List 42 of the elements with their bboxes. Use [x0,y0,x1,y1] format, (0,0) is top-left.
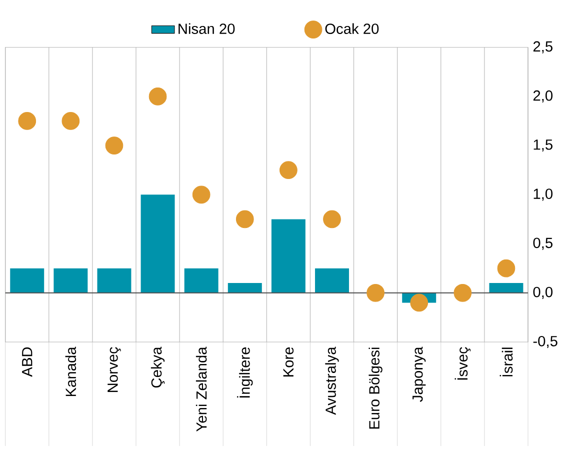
x-tick-label: Kanada [65,346,76,396]
bar [10,268,44,293]
point [148,88,167,106]
point [410,294,428,312]
point [62,112,80,130]
x-tick-label: Japonya [412,346,426,402]
x-tick-label: İsveç [454,347,471,380]
x-tick-label: Euro Bölgesi [368,348,382,429]
x-tick-label: Norveç [108,347,121,392]
point [192,186,210,204]
y-tick-label: 0,5 [533,238,552,250]
y-tick-label: 0,0 [533,286,553,299]
point [323,210,341,228]
bar [271,219,306,293]
y-tick-label: 2,5 [533,41,552,54]
point [236,210,254,228]
y-tick-label: 1,0 [534,188,553,201]
x-tick-label: Çekya [150,346,165,388]
bar [97,268,132,293]
x-tick-label: ABD [22,347,32,377]
x-tick-label: Avustralya [325,346,339,415]
point [454,284,472,302]
x-tick-label: İsrail [500,348,513,376]
point [105,136,124,154]
bar [54,268,88,293]
x-tick-label: Yeni Zelanda [196,346,207,432]
x-tick-label: Kore [283,347,294,376]
y-tick-label: -0,5 [533,336,558,348]
bar [140,194,175,293]
point [497,259,516,278]
y-tick-label: 2,0 [533,90,553,103]
bar [315,268,349,293]
bar [184,268,218,293]
point [18,112,36,130]
point [280,161,298,180]
legend-label: Ocak 20 [325,23,379,34]
y-tick-label: 1,5 [534,140,552,152]
x-tick-label: İngiltere [237,347,253,398]
bar [228,283,262,293]
bar [489,283,524,293]
legend-label: Nisan 20 [178,23,235,34]
point [366,284,384,302]
